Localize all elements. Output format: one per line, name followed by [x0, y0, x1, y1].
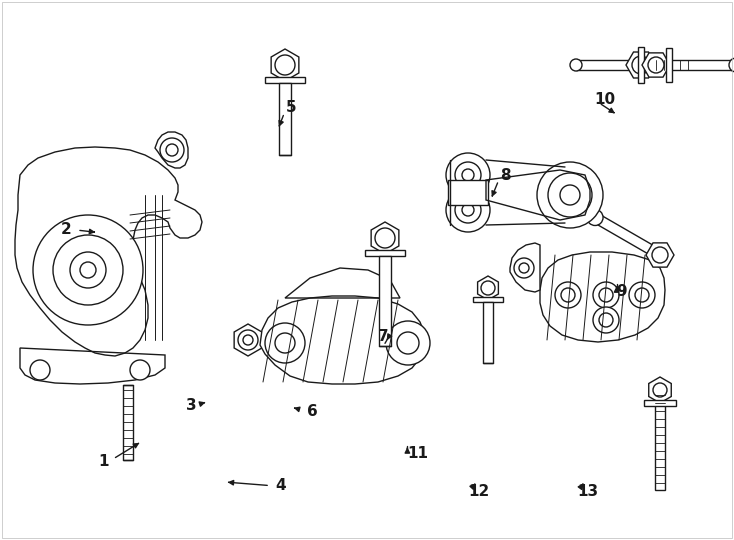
Polygon shape	[540, 252, 665, 342]
Circle shape	[275, 55, 295, 75]
Circle shape	[632, 56, 650, 74]
Circle shape	[560, 185, 580, 205]
Polygon shape	[123, 385, 133, 460]
Circle shape	[593, 307, 619, 333]
Circle shape	[455, 162, 481, 188]
Text: 7: 7	[379, 329, 389, 344]
Circle shape	[653, 383, 667, 397]
Circle shape	[599, 288, 613, 302]
Text: 12: 12	[468, 484, 490, 499]
Text: 8: 8	[501, 168, 511, 183]
Polygon shape	[260, 296, 424, 384]
Text: 6: 6	[307, 404, 318, 419]
Polygon shape	[642, 53, 670, 77]
Circle shape	[80, 262, 96, 278]
Circle shape	[593, 282, 619, 308]
Text: 11: 11	[407, 446, 429, 461]
Text: 4: 4	[275, 478, 286, 494]
Circle shape	[53, 235, 123, 305]
Polygon shape	[234, 324, 262, 356]
Polygon shape	[646, 243, 674, 267]
Polygon shape	[155, 132, 188, 168]
Polygon shape	[15, 147, 202, 356]
Polygon shape	[510, 243, 540, 292]
Polygon shape	[592, 213, 663, 259]
Polygon shape	[666, 48, 672, 82]
Polygon shape	[483, 302, 493, 363]
Circle shape	[537, 162, 603, 228]
Circle shape	[462, 169, 474, 181]
Circle shape	[555, 282, 581, 308]
Polygon shape	[448, 180, 488, 205]
Circle shape	[629, 282, 655, 308]
Circle shape	[130, 360, 150, 380]
Circle shape	[386, 321, 430, 365]
Text: 2: 2	[61, 222, 72, 237]
Circle shape	[561, 288, 575, 302]
Polygon shape	[473, 297, 503, 302]
Circle shape	[375, 228, 395, 248]
Circle shape	[570, 59, 582, 71]
Text: 1: 1	[98, 454, 109, 469]
Polygon shape	[655, 390, 665, 490]
Polygon shape	[656, 60, 734, 70]
Circle shape	[243, 335, 253, 345]
Polygon shape	[626, 52, 656, 78]
Circle shape	[166, 144, 178, 156]
Circle shape	[587, 210, 603, 226]
Circle shape	[729, 58, 734, 72]
Text: 13: 13	[578, 484, 599, 499]
Circle shape	[446, 188, 490, 232]
Polygon shape	[638, 47, 644, 83]
Polygon shape	[644, 400, 676, 406]
Circle shape	[238, 330, 258, 350]
Circle shape	[275, 333, 295, 353]
Circle shape	[455, 197, 481, 223]
Circle shape	[397, 332, 419, 354]
Circle shape	[160, 138, 184, 162]
Circle shape	[70, 252, 106, 288]
Polygon shape	[371, 222, 399, 254]
Circle shape	[599, 313, 613, 327]
Polygon shape	[279, 83, 291, 155]
Circle shape	[548, 173, 592, 217]
Polygon shape	[649, 377, 672, 403]
Text: 9: 9	[617, 284, 627, 299]
Circle shape	[652, 247, 668, 263]
Polygon shape	[379, 256, 391, 346]
Text: 3: 3	[186, 397, 197, 413]
Circle shape	[514, 258, 534, 278]
Circle shape	[481, 281, 495, 295]
Circle shape	[462, 204, 474, 216]
Polygon shape	[478, 276, 498, 300]
Polygon shape	[576, 60, 641, 70]
Text: 5: 5	[286, 100, 297, 116]
Circle shape	[30, 360, 50, 380]
Circle shape	[635, 288, 649, 302]
Polygon shape	[271, 49, 299, 81]
Polygon shape	[365, 250, 405, 256]
Circle shape	[648, 57, 664, 73]
Circle shape	[446, 153, 490, 197]
Circle shape	[33, 215, 143, 325]
Circle shape	[265, 323, 305, 363]
Circle shape	[519, 263, 529, 273]
Text: 10: 10	[595, 92, 616, 107]
Polygon shape	[265, 77, 305, 83]
